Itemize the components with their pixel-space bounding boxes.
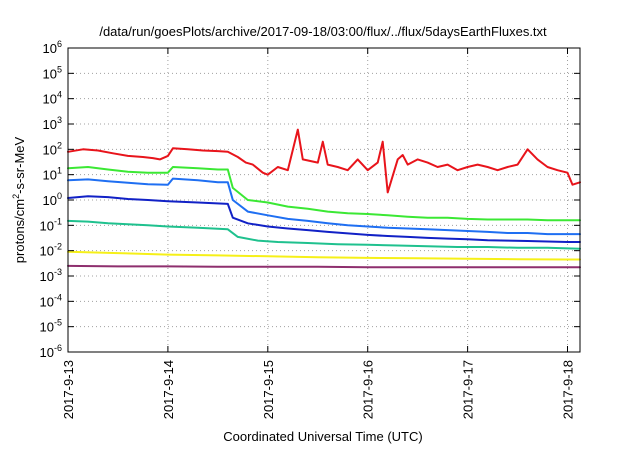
x-tick-label: 2017-9-17 xyxy=(461,360,476,419)
y-tick-label: 10-1 xyxy=(40,216,62,233)
axes: 10-6 10-5 10-4 10-3 10-2 10-1 100 101 102 103 104 1… xyxy=(40,39,580,419)
series-line-5 xyxy=(67,219,581,250)
y-tick-label: 100 xyxy=(43,191,62,208)
y-tick-label: 104 xyxy=(43,90,62,107)
y-tick-label: 101 xyxy=(43,166,62,183)
y-axis-label: protons/cm2-s-sr-MeV xyxy=(11,136,27,263)
y-tick-label: 10-2 xyxy=(40,242,62,259)
y-tick-label: 106 xyxy=(43,39,62,56)
chart-title: /data/run/goesPlots/archive/2017-09-18/0… xyxy=(99,24,547,39)
x-axis-label: Coordinated Universal Time (UTC) xyxy=(223,429,422,444)
x-tick-label: 2017-9-18 xyxy=(561,360,576,419)
series-line-3 xyxy=(67,177,581,236)
x-tick-label: 2017-9-15 xyxy=(261,360,276,419)
x-tick-label: 2017-9-16 xyxy=(361,360,376,419)
series-line-4 xyxy=(67,195,581,243)
x-tick-label: 2017-9-14 xyxy=(161,360,176,419)
y-tick-label: 10-6 xyxy=(40,343,62,360)
series-line-7 xyxy=(67,264,581,269)
x-tick-label: 2017-9-13 xyxy=(61,360,76,419)
y-tick-label: 10-4 xyxy=(40,292,62,309)
y-tick-label: 105 xyxy=(43,64,62,81)
data-series xyxy=(67,128,581,269)
y-tick-label: 10-5 xyxy=(40,318,62,335)
y-tick-label: 103 xyxy=(43,115,62,132)
series-line-2 xyxy=(67,166,581,222)
y-tick-label: 102 xyxy=(43,140,62,157)
series-line-6 xyxy=(67,250,581,261)
series-line-1 xyxy=(67,128,581,194)
y-tick-label: 10-3 xyxy=(40,267,62,284)
